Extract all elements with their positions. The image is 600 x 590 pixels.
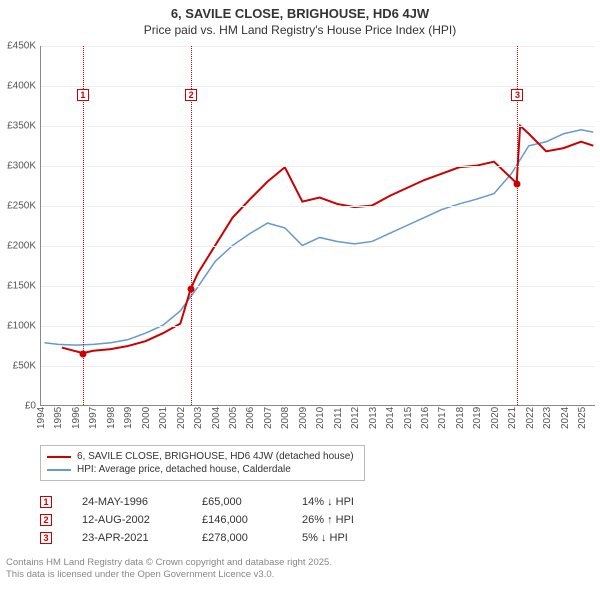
- gridline: [41, 366, 595, 367]
- gridline: [41, 326, 595, 327]
- sale-row-date: 23-APR-2021: [82, 532, 202, 544]
- x-tick-label: 2001: [158, 407, 169, 429]
- legend-item: 6, SAVILE CLOSE, BRIGHOUSE, HD6 4JW (det…: [47, 450, 354, 463]
- sale-dot: [514, 180, 521, 187]
- y-tick-label: £300K: [7, 161, 36, 172]
- x-tick-label: 2006: [245, 407, 256, 429]
- sale-row-price: £65,000: [202, 496, 302, 508]
- legend-label: HPI: Average price, detached house, Cald…: [77, 464, 291, 475]
- gridline: [41, 126, 595, 127]
- sale-row-delta: 5% ↓ HPI: [302, 532, 402, 544]
- footer-attribution: Contains HM Land Registry data © Crown c…: [6, 557, 600, 582]
- chart-title-main: 6, SAVILE CLOSE, BRIGHOUSE, HD6 4JW: [0, 6, 600, 21]
- chart-title-block: 6, SAVILE CLOSE, BRIGHOUSE, HD6 4JW Pric…: [0, 0, 600, 41]
- x-tick-label: 1996: [71, 407, 82, 429]
- x-axis: 1994199519961997199819992000200120022003…: [40, 411, 595, 441]
- legend-swatch: [47, 469, 71, 471]
- sale-row: 2 12-AUG-2002£146,00026% ↑ HPI: [40, 511, 600, 529]
- gridline: [41, 246, 595, 247]
- x-tick-label: 2000: [141, 407, 152, 429]
- legend-swatch: [47, 456, 71, 458]
- y-tick-label: £150K: [7, 281, 36, 292]
- x-tick-label: 2021: [507, 407, 518, 429]
- gridline: [41, 46, 595, 47]
- x-tick-label: 2018: [455, 407, 466, 429]
- x-tick-label: 2017: [437, 407, 448, 429]
- x-tick-label: 2007: [263, 407, 274, 429]
- x-tick-label: 2015: [403, 407, 414, 429]
- sale-marker-box: 2: [185, 89, 197, 101]
- footer-line2: This data is licensed under the Open Gov…: [6, 569, 600, 581]
- sale-row-delta: 26% ↑ HPI: [302, 514, 402, 526]
- x-tick-label: 2003: [193, 407, 204, 429]
- y-tick-label: £350K: [7, 121, 36, 132]
- gridline: [41, 206, 595, 207]
- legend-item: HPI: Average price, detached house, Cald…: [47, 463, 354, 476]
- sale-row-date: 24-MAY-1996: [82, 496, 202, 508]
- sale-row-marker: 1: [40, 496, 52, 508]
- x-tick-label: 1998: [106, 407, 117, 429]
- x-tick-label: 2024: [560, 407, 571, 429]
- x-tick-label: 1999: [123, 407, 134, 429]
- x-tick-label: 2009: [298, 407, 309, 429]
- x-tick-label: 2002: [176, 407, 187, 429]
- x-tick-label: 2019: [472, 407, 483, 429]
- series-hpi: [44, 130, 593, 345]
- x-tick-label: 1995: [53, 407, 64, 429]
- sale-marker-box: 1: [77, 89, 89, 101]
- sale-dot: [188, 286, 195, 293]
- chart-area: £0 £50K £100K £150K £200K £250K £300K £350K £400…: [0, 41, 600, 441]
- y-tick-label: £250K: [7, 201, 36, 212]
- y-tick-label: £0: [25, 401, 36, 412]
- sale-row-price: £146,000: [202, 514, 302, 526]
- y-axis: £0£50K£100K£150K£200K£250K£300K£350K£400…: [0, 46, 38, 406]
- sale-row-price: £278,000: [202, 532, 302, 544]
- sale-row-marker: 3: [40, 532, 52, 544]
- sale-row-delta: 14% ↓ HPI: [302, 496, 402, 508]
- x-tick-label: 2023: [542, 407, 553, 429]
- x-tick-label: 2012: [350, 407, 361, 429]
- x-tick-label: 2025: [577, 407, 588, 429]
- sales-table: 1 24-MAY-1996£65,00014% ↓ HPI 2 12-AUG-2002…: [40, 493, 600, 547]
- y-tick-label: £450K: [7, 41, 36, 52]
- sale-row: 1 24-MAY-1996£65,00014% ↓ HPI: [40, 493, 600, 511]
- x-tick-label: 2010: [315, 407, 326, 429]
- x-tick-label: 2004: [211, 407, 222, 429]
- x-tick-label: 2008: [280, 407, 291, 429]
- y-tick-label: £400K: [7, 81, 36, 92]
- y-tick-label: £100K: [7, 321, 36, 332]
- sale-row-date: 12-AUG-2002: [82, 514, 202, 526]
- sale-row: 3 23-APR-2021£278,0005% ↓ HPI: [40, 529, 600, 547]
- x-tick-label: 2022: [525, 407, 536, 429]
- sale-marker-box: 3: [511, 89, 523, 101]
- x-tick-label: 2020: [490, 407, 501, 429]
- x-tick-label: 2016: [420, 407, 431, 429]
- x-tick-label: 2014: [385, 407, 396, 429]
- legend: 6, SAVILE CLOSE, BRIGHOUSE, HD6 4JW (det…: [40, 445, 365, 481]
- y-tick-label: £200K: [7, 241, 36, 252]
- footer-line1: Contains HM Land Registry data © Crown c…: [6, 557, 600, 569]
- x-tick-label: 2005: [228, 407, 239, 429]
- chart-title-sub: Price paid vs. HM Land Registry's House …: [0, 23, 600, 37]
- legend-label: 6, SAVILE CLOSE, BRIGHOUSE, HD6 4JW (det…: [77, 451, 354, 462]
- gridline: [41, 86, 595, 87]
- gridline: [41, 286, 595, 287]
- x-tick-label: 2011: [333, 407, 344, 429]
- sale-dot: [79, 351, 86, 358]
- x-tick-label: 2013: [368, 407, 379, 429]
- x-tick-label: 1994: [36, 407, 47, 429]
- gridline: [41, 166, 595, 167]
- plot-area: 1 2 3: [40, 46, 595, 406]
- sale-row-marker: 2: [40, 514, 52, 526]
- y-tick-label: £50K: [13, 361, 36, 372]
- x-tick-label: 1997: [88, 407, 99, 429]
